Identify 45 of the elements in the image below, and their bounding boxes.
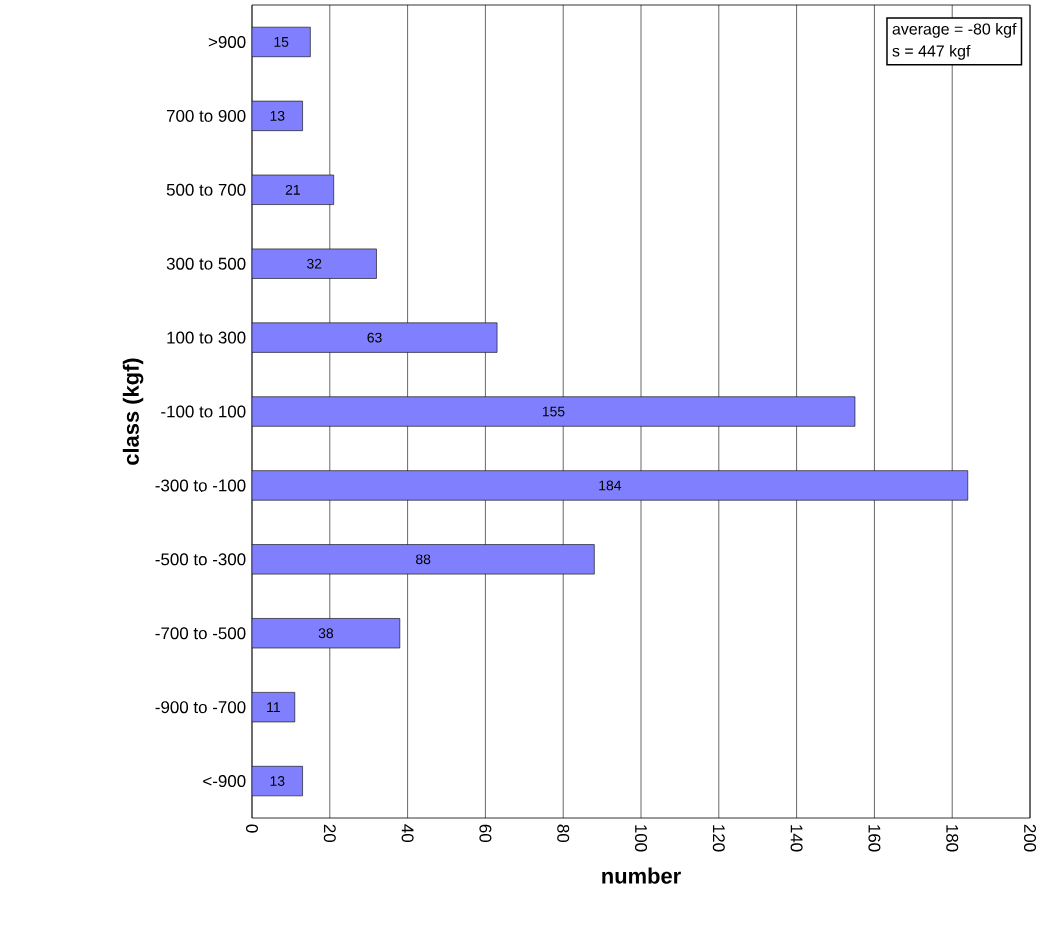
y-tick-label: <-900: [203, 775, 246, 788]
bar: [252, 618, 401, 649]
y-tick-label: -100 to 100: [161, 405, 246, 418]
x-tick-label: 80: [557, 824, 570, 843]
x-tick-label: 100: [635, 825, 647, 852]
x-axis-title: number: [602, 867, 681, 884]
bar: [252, 248, 377, 279]
bar: [252, 26, 311, 58]
data-label: 15: [274, 37, 289, 47]
y-tick-label: -500 to -300: [155, 553, 246, 566]
x-tick-label: 0: [246, 824, 258, 833]
x-tick-label: 20: [323, 824, 336, 843]
data-label: 32: [307, 258, 322, 269]
bar: [252, 544, 595, 575]
x-tick-label: 40: [401, 824, 414, 843]
y-tick-label: 700 to 900: [166, 109, 246, 122]
data-label: 184: [599, 480, 622, 491]
y-tick-label: 300 to 500: [166, 257, 246, 270]
data-label: 11: [267, 702, 280, 712]
data-label: 63: [367, 332, 382, 343]
data-label: 38: [318, 628, 334, 639]
x-tick-label: 180: [946, 825, 959, 852]
y-tick-label: -900 to -700: [155, 701, 246, 714]
x-tick-label: 60: [479, 824, 492, 843]
data-label: 155: [542, 406, 565, 417]
bar: [252, 322, 498, 353]
bar: [252, 174, 334, 205]
y-tick-label: -700 to -500: [155, 627, 246, 640]
data-label: 88: [416, 554, 431, 565]
y-tick-label: 100 to 300: [167, 331, 246, 344]
bar: [252, 396, 856, 427]
x-tick-label: 200: [1024, 824, 1037, 852]
y-tick-label: 500 to 700: [166, 183, 246, 196]
x-tick-label: 160: [868, 825, 881, 852]
annotation: average = -80 kgf: [892, 22, 1017, 38]
data-label: 21: [285, 184, 300, 195]
annotation: s = 447 kgf: [892, 44, 971, 60]
data-label: 13: [270, 110, 285, 121]
y-axis-title: class (kgf): [122, 358, 144, 465]
x-tick-label: 140: [790, 825, 803, 852]
y-tick-label: -300 to -100: [155, 479, 246, 492]
x-tick-label: 120: [712, 825, 725, 852]
y-tick-label: >900: [208, 35, 246, 48]
bar: [252, 470, 969, 501]
data-label: 13: [270, 776, 285, 787]
